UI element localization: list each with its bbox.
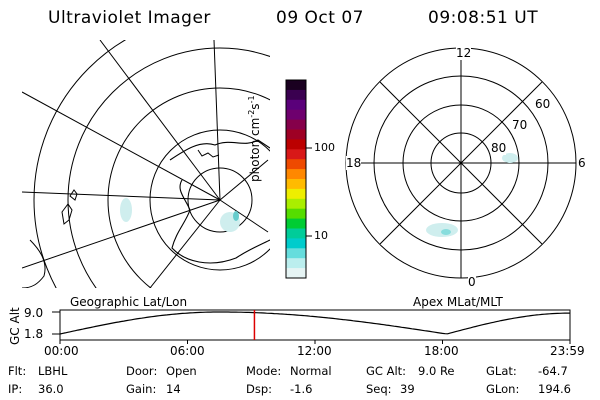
timeline-xtick-2: 12:00 <box>297 344 332 358</box>
timeline-ytick-max: 9.0 <box>24 306 44 320</box>
colorbar-tick-10: 10 <box>314 229 328 242</box>
status-dsp-value: -1.6 <box>290 382 313 396</box>
status-gain-value: 14 <box>166 382 181 396</box>
colorbar-segment <box>286 218 306 229</box>
timeline-xtick-3: 18:00 <box>424 344 459 358</box>
status-seq-value: 39 <box>400 382 415 396</box>
status-gain-label: Gain: <box>126 382 157 396</box>
colorbar-segment <box>286 179 306 190</box>
colorbar-segment <box>286 99 306 111</box>
mlt-label-18: 18 <box>346 156 362 170</box>
app-title: Ultraviolet Imager <box>48 8 211 28</box>
colorbar-segment <box>286 139 306 150</box>
colorbar-units-label: photon cm-2s-1 <box>247 95 262 182</box>
status-door-label: Door: <box>126 364 158 378</box>
status-glon-value: 194.6 <box>538 382 571 396</box>
status-glat-label: GLat: <box>486 364 517 378</box>
colorbar-tick-100: 100 <box>314 141 335 154</box>
timeline-xtick-4: 23:59 <box>550 344 585 358</box>
colorbar-segment <box>286 268 306 279</box>
colorbar-border <box>285 79 307 279</box>
left-map-caption: Geographic Lat/Lon <box>70 295 188 309</box>
colorbar-segment <box>286 89 306 101</box>
right-map-caption: Apex MLat/MLT <box>413 295 503 309</box>
colorbar-segment <box>286 129 306 140</box>
timeline-xtick-0: 00:00 <box>44 344 79 358</box>
mlat-label-80: 80 <box>491 141 507 155</box>
colorbar-segment <box>286 228 306 239</box>
date-label: 09 Oct 07 <box>276 8 364 28</box>
colorbar <box>285 79 307 279</box>
timeline-ytick-min: 1.8 <box>24 327 44 341</box>
mlt-label-12: 12 <box>456 46 472 60</box>
colorbar-segment <box>286 109 306 121</box>
mlt-polar-dial <box>345 47 577 279</box>
colorbar-segment <box>286 149 306 160</box>
status-dsp-label: Dsp: <box>246 382 273 396</box>
geographic-map <box>22 40 270 288</box>
timeline-ylabel: GC Alt <box>8 307 22 345</box>
colorbar-segment <box>286 169 306 180</box>
status-door-value: Open <box>166 364 197 378</box>
mlat-label-60: 60 <box>535 97 551 111</box>
colorbar-segment <box>286 258 306 269</box>
colorbar-segment <box>286 238 306 249</box>
status-gcalt-label: GC Alt: <box>366 364 407 378</box>
colorbar-segment <box>286 80 306 91</box>
colorbar-segment <box>286 208 306 220</box>
timeline-xtick-1: 06:00 <box>170 344 205 358</box>
mlat-label-70: 70 <box>512 118 528 132</box>
status-gcalt-value: 9.0 Re <box>418 364 455 378</box>
status-ip-label: IP: <box>8 382 23 396</box>
status-mode-label: Mode: <box>246 364 282 378</box>
status-mode-value: Normal <box>290 364 332 378</box>
colorbar-segment <box>286 198 306 210</box>
status-ip-value: 36.0 <box>38 382 64 396</box>
status-glat-value: -64.7 <box>538 364 568 378</box>
status-seq-label: Seq: <box>366 382 392 396</box>
mlt-label-0: 0 <box>468 275 476 289</box>
time-label: 09:08:51 UT <box>428 8 539 28</box>
colorbar-segment <box>286 188 306 200</box>
colorbar-ticks <box>306 147 312 237</box>
colorbar-segment <box>286 248 306 259</box>
mlt-label-6: 6 <box>578 156 586 170</box>
colorbar-segment <box>286 119 306 130</box>
gc-altitude-plot <box>52 309 571 344</box>
status-flt-value: LBHL <box>38 364 68 378</box>
status-glon-label: GLon: <box>486 382 520 396</box>
status-flt-label: Flt: <box>8 364 27 378</box>
colorbar-segment <box>286 159 306 170</box>
